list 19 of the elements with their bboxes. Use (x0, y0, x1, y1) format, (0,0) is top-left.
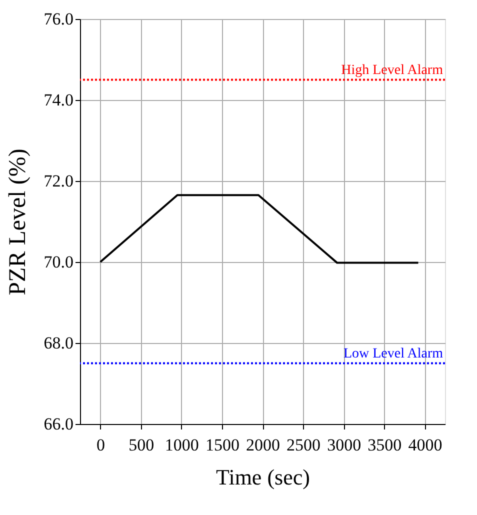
y-tick-label: 72.0 (44, 172, 74, 190)
y-tick-label: 70.0 (44, 252, 74, 272)
x-tick-label: 1500 (205, 436, 240, 454)
ref-line-label: Low Level Alarm (343, 346, 444, 362)
y-axis-title: PZR Level (%) (4, 148, 31, 296)
x-tick-label: 500 (128, 436, 154, 454)
x-tick-label: 1000 (164, 436, 199, 454)
x-axis-title: Time (sec) (216, 464, 310, 490)
y-tick-label: 74.0 (44, 90, 74, 110)
ref-line-label: High Level Alarm (341, 62, 444, 78)
x-tick-label: 3500 (368, 436, 402, 454)
x-tick-label: 3000 (327, 436, 362, 454)
x-tick-label: 2000 (246, 436, 280, 454)
x-tick-label: 2500 (286, 436, 321, 454)
x-tick-label: 4000 (408, 436, 442, 454)
y-tick-label: 68.0 (44, 334, 74, 352)
x-tick-label: 0 (96, 436, 106, 454)
y-tick-label: 66.0 (44, 414, 74, 434)
y-tick-label: 76.0 (44, 10, 74, 28)
